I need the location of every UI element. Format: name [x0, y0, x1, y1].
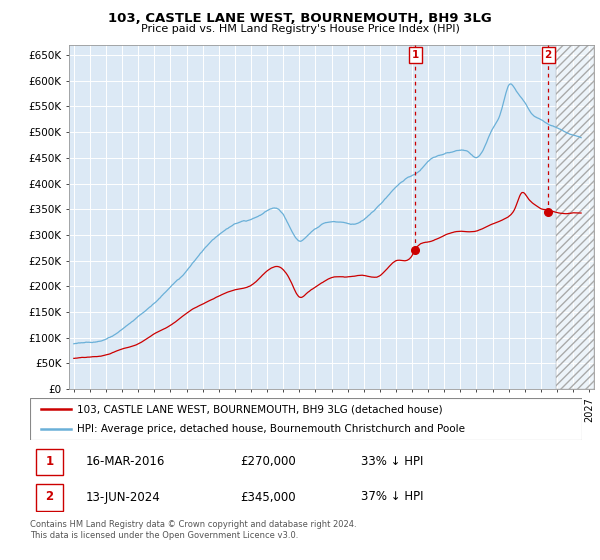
Text: Contains HM Land Registry data © Crown copyright and database right 2024.: Contains HM Land Registry data © Crown c…: [30, 520, 356, 529]
FancyBboxPatch shape: [35, 484, 63, 511]
Text: 13-JUN-2024: 13-JUN-2024: [85, 491, 160, 503]
Text: £345,000: £345,000: [240, 491, 295, 503]
Text: 16-MAR-2016: 16-MAR-2016: [85, 455, 164, 468]
Text: 2: 2: [45, 491, 53, 503]
Text: HPI: Average price, detached house, Bournemouth Christchurch and Poole: HPI: Average price, detached house, Bour…: [77, 424, 465, 434]
Text: 33% ↓ HPI: 33% ↓ HPI: [361, 455, 424, 468]
Text: Price paid vs. HM Land Registry's House Price Index (HPI): Price paid vs. HM Land Registry's House …: [140, 24, 460, 34]
Bar: [556, 45, 594, 389]
Text: 103, CASTLE LANE WEST, BOURNEMOUTH, BH9 3LG (detached house): 103, CASTLE LANE WEST, BOURNEMOUTH, BH9 …: [77, 404, 443, 414]
Text: 1: 1: [45, 455, 53, 468]
Text: 103, CASTLE LANE WEST, BOURNEMOUTH, BH9 3LG: 103, CASTLE LANE WEST, BOURNEMOUTH, BH9 …: [108, 12, 492, 25]
Text: This data is licensed under the Open Government Licence v3.0.: This data is licensed under the Open Gov…: [30, 531, 298, 540]
Text: 2: 2: [544, 50, 552, 60]
Text: 37% ↓ HPI: 37% ↓ HPI: [361, 491, 424, 503]
FancyBboxPatch shape: [35, 449, 63, 475]
Text: £270,000: £270,000: [240, 455, 296, 468]
Text: 1: 1: [412, 50, 419, 60]
Bar: [556, 45, 594, 389]
FancyBboxPatch shape: [30, 398, 582, 440]
